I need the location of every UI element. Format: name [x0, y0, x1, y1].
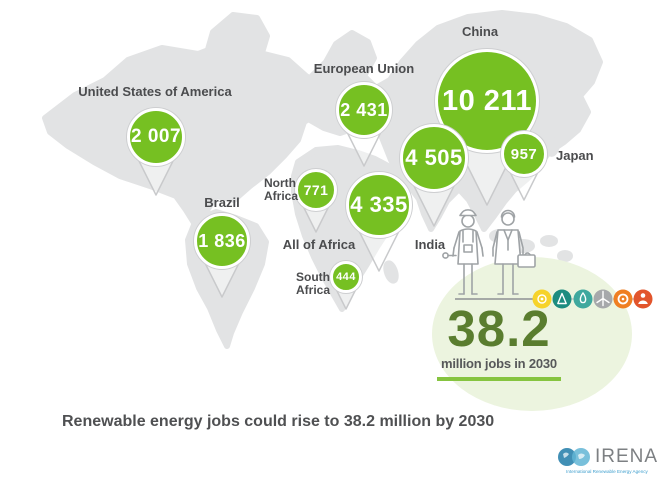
- irena-logo-tagline: International Renewable Energy Agency: [566, 469, 648, 474]
- jobs-callout: 38.2 million jobs in 2030: [434, 300, 564, 381]
- pin-value: 2 007: [130, 126, 182, 147]
- label-south-africa: South Africa: [296, 270, 331, 297]
- map-pin-brazil[interactable]: 1 836: [194, 213, 250, 269]
- label-india: India: [414, 237, 446, 252]
- map-pin-european-union[interactable]: 2 431: [336, 82, 392, 138]
- solar-pv-icon: [532, 289, 552, 309]
- japan-shape: [538, 117, 554, 139]
- label-all-of-africa: All of Africa: [282, 237, 356, 252]
- technology-icons: [532, 289, 653, 309]
- bioenergy-icon: [552, 289, 572, 309]
- irena-logo: IRENA International Renewable Energy Age…: [551, 446, 663, 474]
- callout-halo: [432, 257, 632, 411]
- jobs-callout-underline: [437, 377, 561, 381]
- greenland-shape: [202, 12, 270, 77]
- uk-shape: [295, 73, 311, 95]
- pin-value: 771: [303, 182, 329, 198]
- female-worker-icon: [442, 209, 484, 295]
- label-china: China: [461, 24, 499, 39]
- pin-value: 1 836: [198, 230, 246, 251]
- north-america-shape: [42, 41, 331, 229]
- pin-value: 444: [336, 271, 356, 283]
- map-pin-usa[interactable]: 2 007: [127, 108, 185, 166]
- pin-value: 10 211: [441, 84, 533, 117]
- infographic-caption: Renewable energy jobs could rise to 38.2…: [62, 413, 495, 430]
- label-north-africa: North Africa: [264, 176, 299, 203]
- label-japan: Japan: [556, 148, 594, 163]
- map-pin-japan[interactable]: 957: [501, 131, 547, 177]
- irena-logo-mark: [557, 448, 590, 466]
- label-european-union: European Union: [313, 61, 415, 76]
- map-pin-india[interactable]: 4 505: [400, 124, 468, 192]
- pin-value: 957: [510, 145, 538, 163]
- pin-value: 2 431: [340, 99, 388, 120]
- jobs-icon: [633, 289, 653, 309]
- jobs-callout-value: 38.2: [447, 300, 551, 357]
- male-worker-icon: [492, 209, 536, 295]
- map-pin-all-of-africa[interactable]: 4 335: [346, 172, 412, 238]
- pin-value: 4 505: [405, 145, 463, 170]
- map-pin-north-africa[interactable]: 771: [295, 169, 337, 211]
- solar-heating-icon: [613, 289, 633, 309]
- madagascar-shape: [383, 260, 399, 284]
- callout-art: [442, 209, 653, 309]
- label-brazil: Brazil: [204, 195, 240, 210]
- wind-icon: [593, 289, 613, 309]
- label-usa: United States of America: [78, 84, 232, 99]
- pin-value: 4 335: [350, 192, 408, 217]
- map-pin-south-africa[interactable]: 444: [330, 261, 362, 293]
- irena-logo-text: IRENA: [594, 446, 659, 467]
- hydropower-icon: [573, 289, 593, 309]
- jobs-callout-unit: million jobs in 2030: [441, 356, 557, 371]
